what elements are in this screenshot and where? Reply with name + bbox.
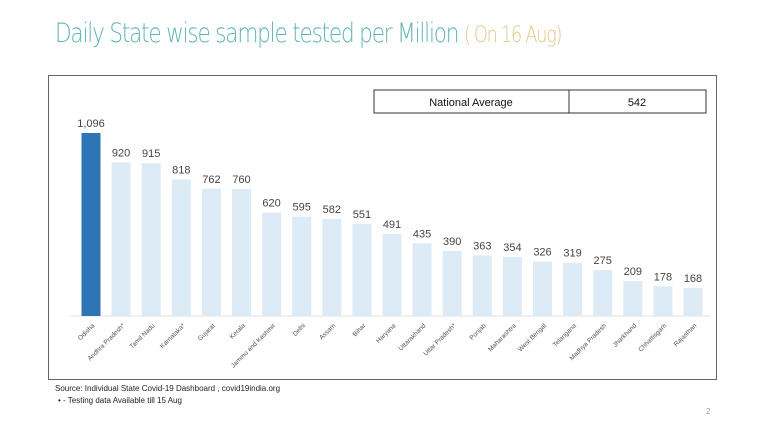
category-label: Gujarat [197,322,217,342]
bar-jharkhand [623,281,643,316]
bar-punjab [472,255,492,316]
data-label: 491 [383,219,401,231]
data-label: 920 [112,147,130,159]
category-label: Rajasthan [673,322,699,348]
data-label: 178 [654,271,672,283]
data-label: 363 [473,240,491,252]
data-label: 168 [684,273,702,285]
page-number: 2 [706,407,711,416]
category-label: Maharashtra [487,322,518,353]
bar-bihar [352,223,372,316]
bar-karnataka [171,179,191,316]
category-label: Jharkhand [612,322,639,349]
category-label: Telangana [552,322,578,348]
source-text: Source: Individual State Covid-19 Dashbo… [55,384,281,393]
category-label: Punjab [468,322,488,342]
bar-andhra-pradesh [111,162,131,316]
data-label: 209 [624,266,642,278]
bar-madhya-pradesh [593,270,613,316]
slide-title: Daily State wise sample tested per Milli… [55,18,562,49]
bar-rajasthan [683,287,703,316]
category-label: Chhattisgarh [637,322,668,353]
category-label: Assam [318,322,337,341]
category-label: Karnataka* [159,322,187,350]
bar-jammu-and-kashmir [262,212,282,316]
bar-uttarakhand [412,243,432,316]
data-label: 582 [323,204,341,216]
bar-telangana [563,262,583,316]
data-label: 620 [262,197,280,209]
data-label: 354 [503,242,521,254]
bar-tamil-nadu [141,163,161,316]
category-label: Tamil Nadu [129,322,157,350]
data-label: 275 [594,255,612,267]
bar-odisha [81,133,101,316]
data-label: 762 [202,174,220,186]
bar-gujarat [201,188,221,316]
bar-west-bengal [533,261,552,316]
national-average-box: National Average 542 [373,89,707,114]
category-label: West Bengal [517,322,548,353]
category-label: Delhi [292,322,307,337]
chart-frame [48,75,717,380]
bar-maharashtra [502,256,522,316]
national-average-label: National Average [429,97,513,109]
category-label: Uttarakhand [398,322,428,352]
category-label: Odisha [77,322,97,342]
title-date: ( On 16 Aug) [463,23,562,48]
data-label: 390 [443,236,461,248]
bar-assam [322,218,342,316]
category-label: Uttar Pradesh* [423,322,458,357]
data-label: 915 [142,148,160,160]
data-label: 435 [413,228,431,240]
category-label: Haryana [375,322,398,345]
footnote: • - Testing data Available till 15 Aug [58,396,182,405]
bar-chhattisgarh [653,286,673,316]
bar-delhi [292,216,312,316]
category-label: Bihar [352,322,368,338]
bar-kerala [232,189,251,316]
data-label: 551 [353,209,371,221]
data-label: 595 [293,202,311,214]
bar-haryana [382,234,402,316]
data-label: 319 [563,248,581,260]
data-label: 1,096 [77,118,105,130]
category-label: Kerala [229,322,248,341]
data-label: 818 [172,164,190,176]
title-text: Daily State wise sample tested per Milli… [55,18,459,49]
bar-uttar-pradesh [442,250,462,316]
data-label: 760 [232,174,250,186]
national-average-value: 542 [628,97,646,109]
data-label: 326 [533,247,551,259]
